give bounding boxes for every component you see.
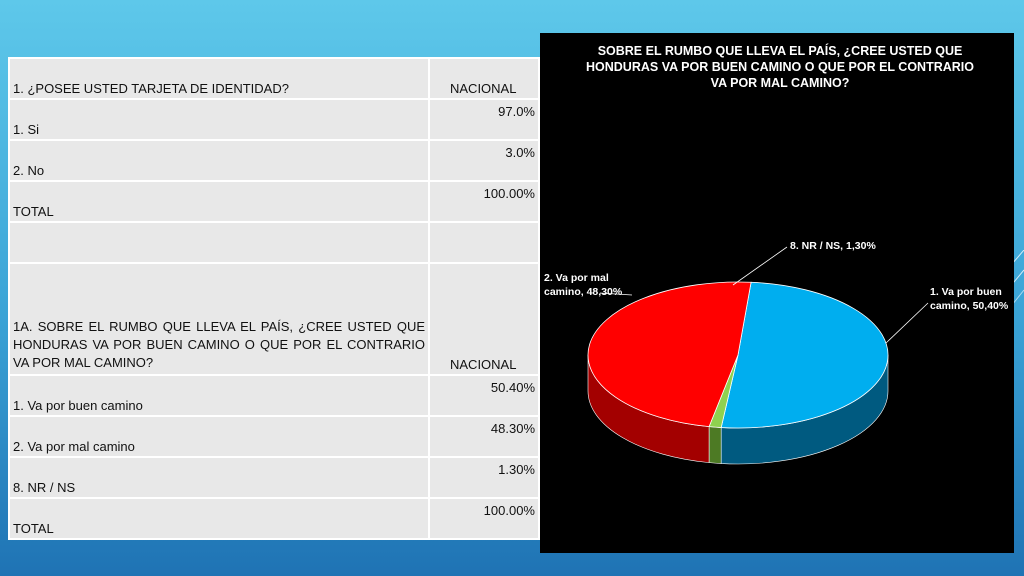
leader-line xyxy=(599,292,633,296)
leader-line xyxy=(885,302,929,344)
row-value: 100.00% xyxy=(428,180,540,223)
row-label: 1. Si xyxy=(8,98,430,141)
leader-line xyxy=(732,246,788,286)
row-value: 50.40% xyxy=(428,374,540,417)
chart-title: SOBRE EL RUMBO QUE LLEVA EL PAÍS, ¿CREE … xyxy=(586,44,974,90)
q1-column-header: NACIONAL xyxy=(428,57,540,100)
row-label: TOTAL xyxy=(8,497,430,540)
q1-question: 1. ¿POSEE USTED TARJETA DE IDENTIDAD? xyxy=(8,57,430,100)
slice-data-label: 8. NR / NS, 1,30% xyxy=(790,240,876,252)
table-row: 1. Si 97.0% xyxy=(8,98,540,141)
table-row: TOTAL 100.00% xyxy=(8,497,540,540)
row-label: 2. No xyxy=(8,139,430,182)
empty-row xyxy=(8,221,540,264)
slice-data-label: 2. Va por mal camino, 48,30% xyxy=(544,272,623,298)
q2-column-header: NACIONAL xyxy=(428,262,540,376)
row-value: 97.0% xyxy=(428,98,540,141)
pie-slice-side xyxy=(708,426,722,464)
row-label: TOTAL xyxy=(8,180,430,223)
row-value: 100.00% xyxy=(428,497,540,540)
table-row: 8. NR / NS 1.30% xyxy=(8,456,540,499)
row-value: 1.30% xyxy=(428,456,540,499)
row-value: 48.30% xyxy=(428,415,540,458)
pie-chart: 1. Va por buen camino, 50,40% 8. NR / NS, … xyxy=(544,240,1009,465)
slice-data-label: 1. Va por buen camino, 50,40% xyxy=(930,286,1009,312)
table-row: TOTAL 100.00% xyxy=(8,180,540,223)
pie-slice xyxy=(720,281,889,429)
pie-slice xyxy=(587,281,752,428)
chart-panel: 1. Va por buen camino, 50,40% 8. NR / NS, … xyxy=(540,33,1014,553)
table-row: 2. Va por mal camino 48.30% xyxy=(8,415,540,458)
survey-table: 1. ¿POSEE USTED TARJETA DE IDENTIDAD? NA… xyxy=(8,57,540,540)
row-value: 3.0% xyxy=(428,139,540,182)
table-row: 2. No 3.0% xyxy=(8,139,540,182)
row-label: 2. Va por mal camino xyxy=(8,415,430,458)
q2-question: 1A. SOBRE EL RUMBO QUE LLEVA EL PAÍS, ¿C… xyxy=(8,262,430,376)
row-label: 1. Va por buen camino xyxy=(8,374,430,417)
row-label: 8. NR / NS xyxy=(8,456,430,499)
table-row: 1. Va por buen camino 50.40% xyxy=(8,374,540,417)
